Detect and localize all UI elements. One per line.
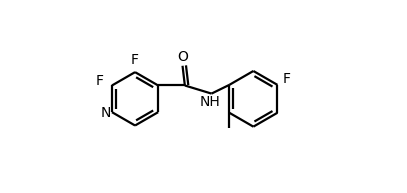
Text: F: F <box>131 53 139 67</box>
Text: O: O <box>177 50 188 64</box>
Text: F: F <box>283 72 291 86</box>
Text: N: N <box>100 106 111 120</box>
Text: F: F <box>96 74 104 88</box>
Text: NH: NH <box>200 95 221 109</box>
